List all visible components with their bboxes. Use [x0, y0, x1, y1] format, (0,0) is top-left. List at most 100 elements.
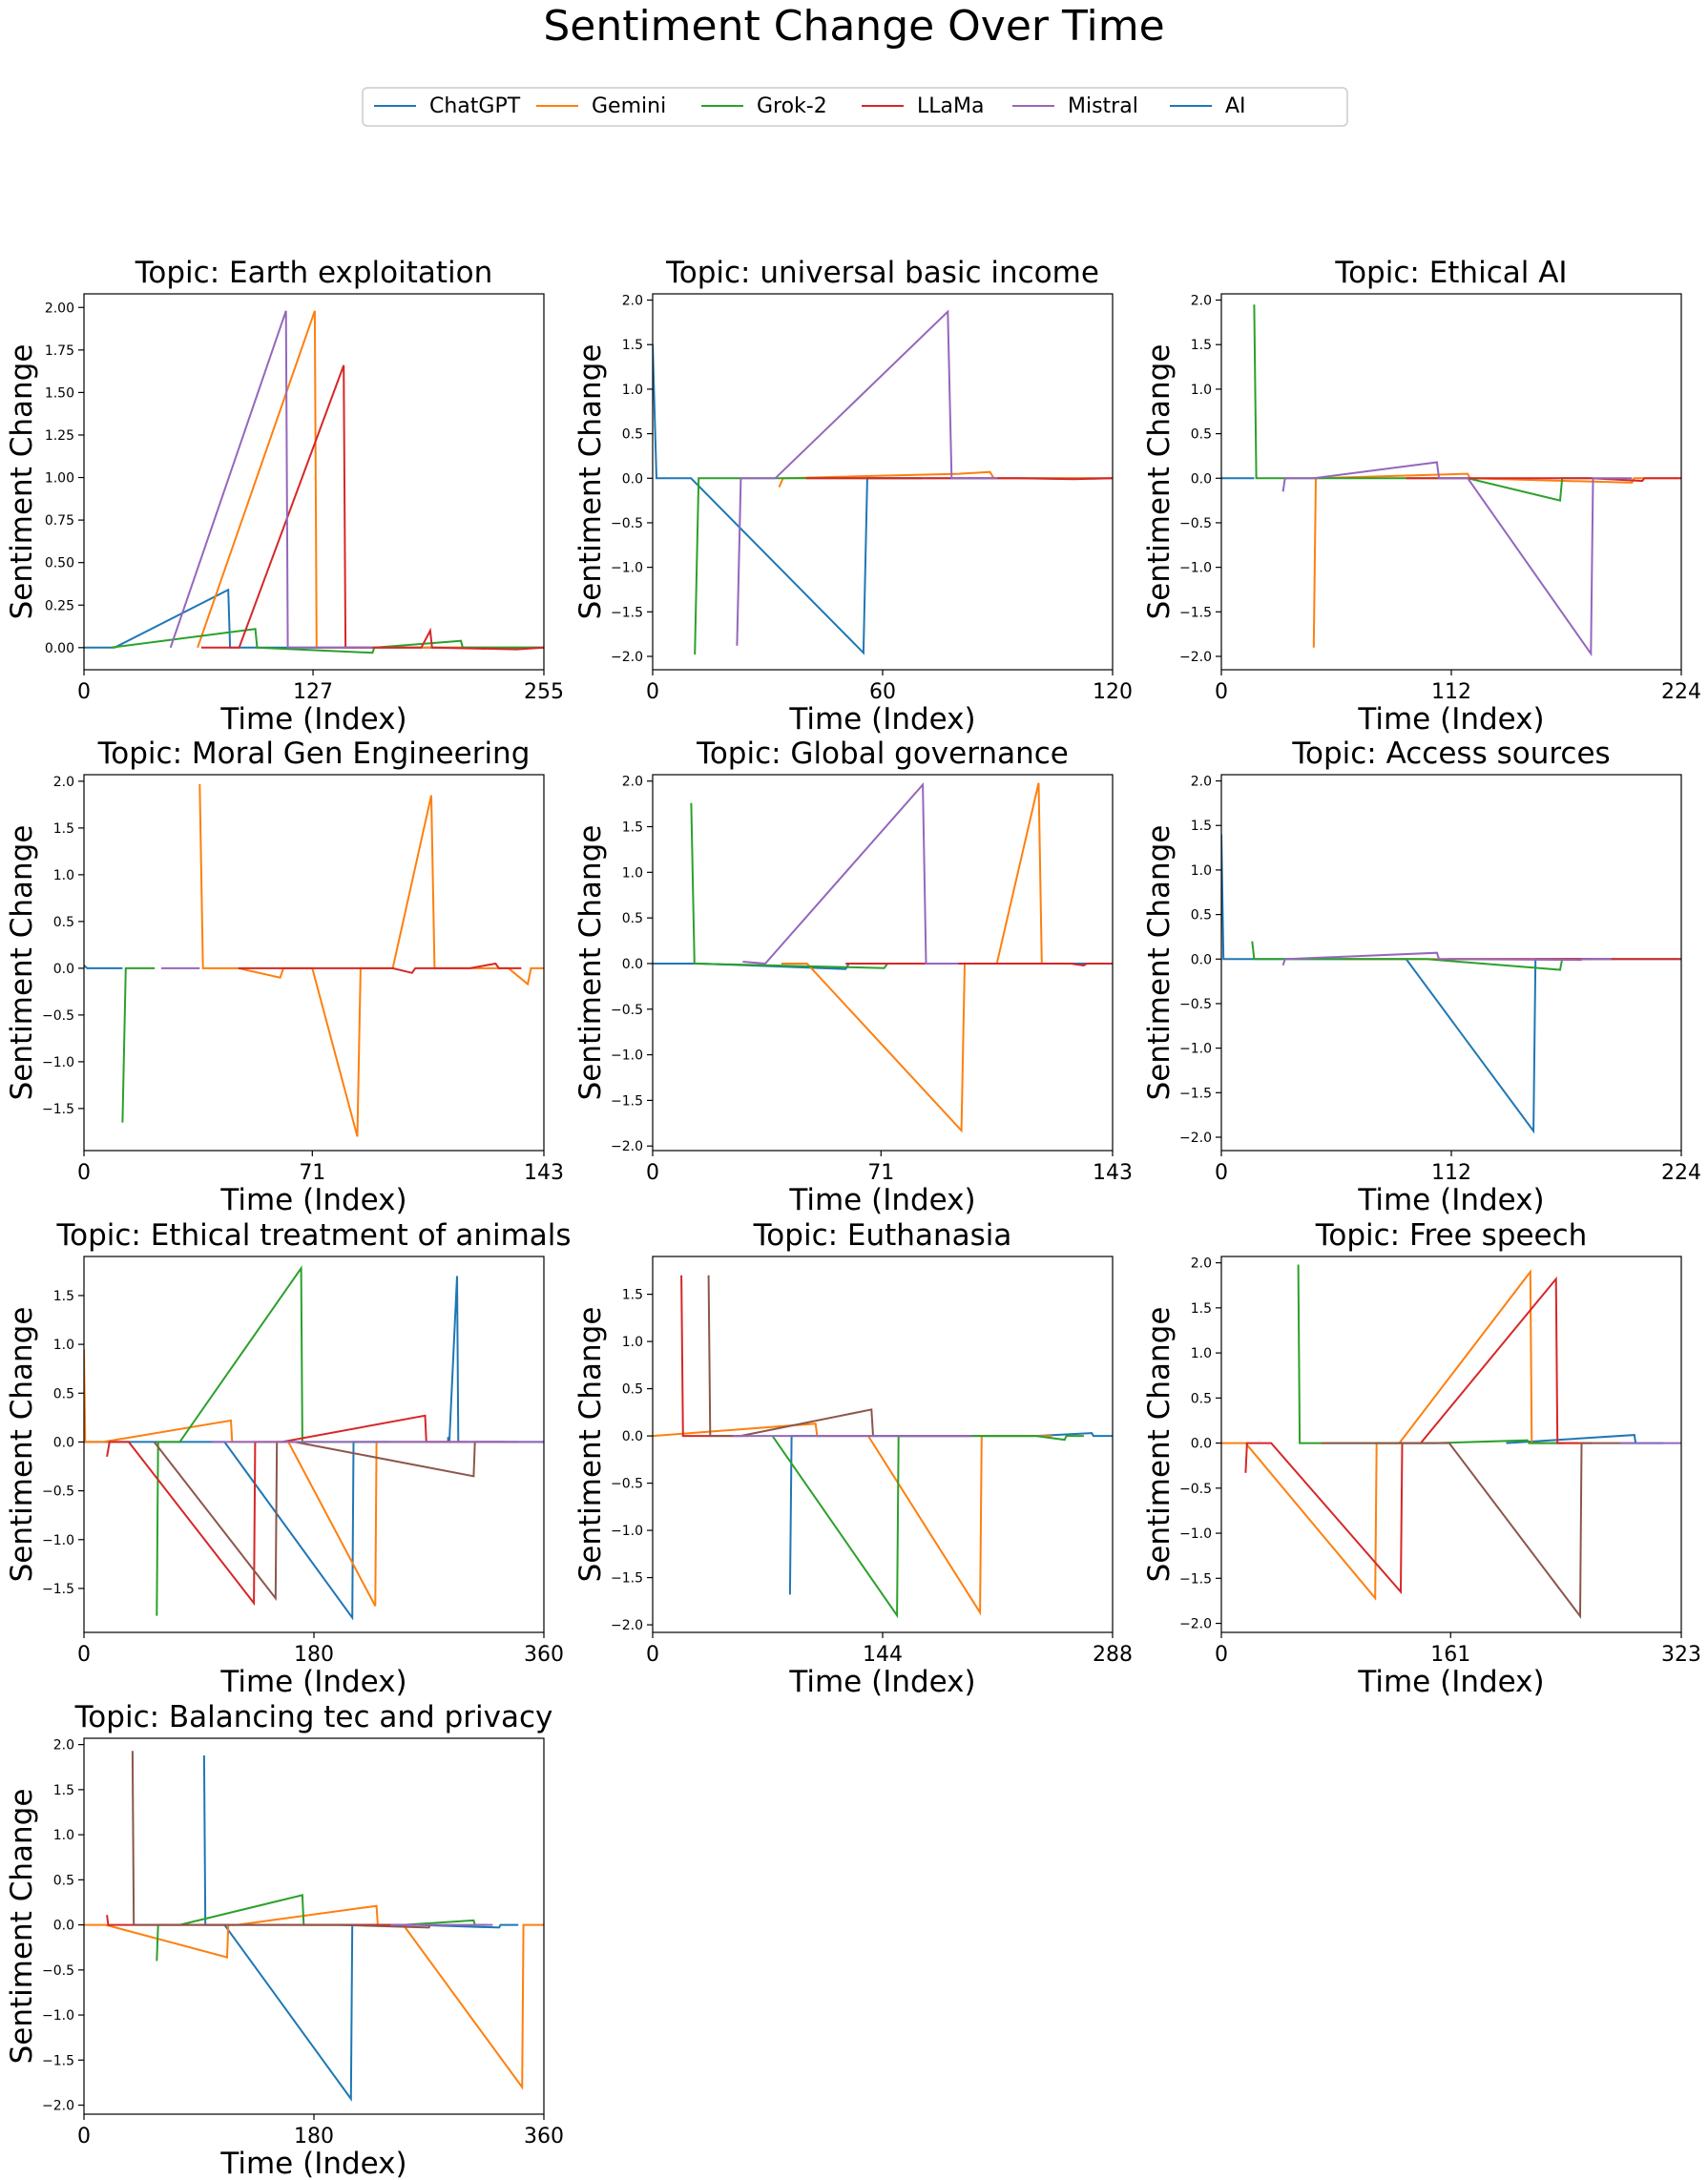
x-axis-label: Time (Index)	[788, 702, 975, 737]
series-line-llama	[845, 963, 1113, 966]
series-line-ai	[131, 1751, 431, 1929]
y-tick-label: 1.0	[53, 868, 74, 883]
series-group	[84, 1265, 544, 1621]
y-tick-label: 1.0	[622, 865, 643, 881]
y-tick-label: 2.0	[622, 775, 643, 790]
y-tick-label: −1.5	[42, 1582, 74, 1597]
x-tick-label: 180	[294, 1643, 334, 1667]
series-group	[84, 1751, 544, 2102]
subplot-title: Topic: Access sources	[1291, 737, 1610, 771]
subplot-8: Topic: Free speech −2.0 −1.5 −1.0 −0.5 0.0 0.5…	[1142, 1218, 1701, 1699]
y-tick-label: 0.0	[53, 1435, 74, 1450]
series-group	[653, 309, 1113, 655]
x-tick-label: 0	[77, 1643, 91, 1667]
x-tick-label: 143	[1093, 1161, 1133, 1185]
y-tick-label: −1.5	[42, 2053, 74, 2068]
y-tick-label: −1.0	[42, 1055, 74, 1070]
y-tick-label: 1.5	[53, 1783, 74, 1798]
subplot-6: Topic: Ethical treatment of animals −1.5 −…	[5, 1218, 572, 1699]
x-tick-label: 323	[1661, 1643, 1701, 1667]
y-tick-label: 0.0	[622, 1429, 643, 1444]
series-group	[1221, 304, 1681, 657]
subplot-title: Topic: Moral Gen Engineering	[97, 737, 531, 771]
subplot-title: Topic: Euthanasia	[753, 1218, 1012, 1253]
y-tick-label: 1.0	[1191, 863, 1212, 879]
y-tick-label: 0.0	[1191, 471, 1212, 487]
subplot-9: Topic: Balancing tec and privacy −2.0 −1.5…	[5, 1700, 564, 2180]
figure-title: Sentiment Change Over Time	[543, 2, 1164, 51]
y-tick-label: −1.5	[611, 1571, 643, 1587]
y-tick-label: 1.0	[622, 383, 643, 398]
axes-frame	[83, 774, 545, 1152]
y-tick-label: 0.5	[622, 911, 643, 926]
y-axis-label: Sentiment Change	[573, 344, 608, 620]
y-tick-label: −1.5	[611, 605, 643, 620]
y-axis-label: Sentiment Change	[573, 825, 608, 1101]
x-tick-label: 0	[1215, 1643, 1228, 1667]
x-tick-label: 71	[299, 1161, 325, 1185]
y-tick-label: −2.0	[1179, 1131, 1212, 1146]
subplot-0: Topic: Earth exploitation 0.00 0.25 0.50 0.7…	[5, 256, 564, 737]
series-line-grok-2	[1297, 1264, 1564, 1444]
y-tick-label: −2.0	[1179, 650, 1212, 665]
series-line-llama	[805, 477, 1113, 481]
x-axis-label: Time (Index)	[788, 1183, 975, 1217]
series-line-llama	[1406, 477, 1681, 483]
x-tick-label: 112	[1431, 680, 1471, 704]
subplot-1: Topic: universal basic income −2.0 −1.5 −1.…	[573, 256, 1133, 737]
y-tick-label: 1.5	[1191, 819, 1212, 834]
series-line-mistral	[169, 310, 373, 649]
axes-frame	[83, 293, 545, 671]
y-tick-label: 0.0	[1191, 952, 1212, 967]
y-tick-label: −1.5	[1179, 605, 1212, 620]
subplot-title: Topic: Balancing tec and privacy	[74, 1700, 553, 1734]
y-tick-label: 0.5	[53, 915, 74, 930]
series-group	[84, 310, 544, 654]
y-tick-label: 0.0	[622, 471, 643, 487]
x-tick-label: 224	[1661, 680, 1701, 704]
x-tick-label: 255	[524, 680, 564, 704]
y-tick-label: −0.5	[611, 1477, 643, 1492]
y-axis-label: Sentiment Change	[5, 1307, 39, 1583]
subplot-grid: Topic: Earth exploitation0.000.250.500.7…	[5, 256, 1701, 2180]
y-tick-label: 0.50	[45, 556, 74, 571]
series-group	[653, 781, 1113, 1133]
y-tick-label: −2.0	[42, 2099, 74, 2114]
series-line-mistral	[1281, 461, 1633, 657]
subplot-5: Topic: Access sources −2.0 −1.5 −1.0 −0.5 0.0…	[1142, 737, 1701, 1217]
y-tick-label: −1.5	[611, 1093, 643, 1109]
y-tick-label: 0.0	[53, 962, 74, 977]
series-line-ai	[1321, 1442, 1635, 1619]
series-line-llama	[238, 962, 522, 974]
x-tick-label: 288	[1093, 1643, 1133, 1667]
y-tick-label: 1.5	[622, 338, 643, 353]
y-tick-label: −0.5	[42, 1008, 74, 1024]
y-axis-label: Sentiment Change	[5, 1789, 39, 2065]
x-tick-label: 360	[524, 2125, 564, 2149]
x-tick-label: 0	[1215, 1161, 1228, 1185]
y-tick-label: 1.5	[53, 821, 74, 837]
subplot-2: Topic: Ethical AI −2.0 −1.5 −1.0 −0.5 0.0 0.5 1…	[1142, 256, 1701, 737]
y-tick-label: −2.0	[611, 1618, 643, 1633]
y-tick-label: −2.0	[1179, 1617, 1212, 1632]
y-tick-label: 2.0	[53, 1738, 74, 1754]
y-tick-label: 0.25	[45, 598, 74, 613]
x-tick-label: 71	[867, 1161, 894, 1185]
series-line-gemini	[84, 1904, 544, 2090]
y-tick-label: −1.5	[1179, 1086, 1212, 1101]
y-tick-label: −1.5	[42, 1102, 74, 1117]
legend-frame	[362, 87, 1348, 127]
y-tick-label: −1.0	[611, 561, 643, 576]
legend-label-3: LLaMa	[917, 94, 984, 118]
x-axis-label: Time (Index)	[1357, 1665, 1544, 1699]
y-tick-label: 2.00	[45, 301, 74, 316]
y-tick-label: 0.75	[45, 513, 74, 529]
y-tick-label: −0.5	[42, 1963, 74, 1979]
y-axis-label: Sentiment Change	[1142, 344, 1177, 620]
y-tick-label: 2.0	[1191, 1256, 1212, 1272]
y-tick-label: −1.5	[1179, 1571, 1212, 1587]
x-tick-label: 0	[77, 680, 91, 704]
legend: ChatGPT Gemini Grok-2 LLaMa Mistral AI	[362, 87, 1348, 127]
x-axis-label: Time (Index)	[788, 1665, 975, 1699]
y-tick-label: −0.5	[611, 516, 643, 531]
